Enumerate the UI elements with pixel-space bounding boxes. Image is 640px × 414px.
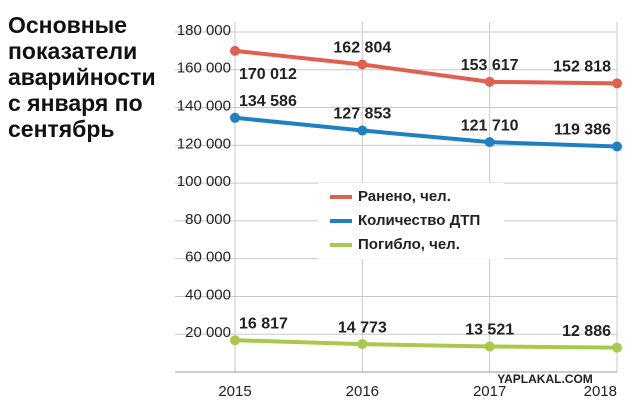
value-label: 14 773 [338,319,387,336]
point [357,59,368,70]
point [612,342,622,353]
value-label: 119 386 [554,122,611,139]
value-label: 170 012 [239,66,297,83]
y-tick-label: 40 000 [185,286,231,303]
series-line [234,48,618,86]
value-label: 12 886 [562,323,611,340]
point [230,45,240,56]
x-tick-label: 2017 [473,383,506,400]
x-tick-label: 2015 [218,383,251,400]
value-label: 134 586 [239,93,297,110]
x-tick-label: 2018 [584,383,617,400]
point [357,125,368,136]
value-label: 121 710 [461,117,519,134]
value-label: 127 853 [333,106,391,123]
point [484,341,495,352]
legend-label: Погибло, чел. [358,236,460,253]
legend-label: Количество ДТП [358,212,480,229]
legend-label: Ранено, чел. [358,188,451,205]
series-line [234,338,618,350]
x-tick-label: 2016 [346,383,379,400]
value-label: 162 804 [333,40,391,57]
y-tick-label: 160 000 [177,60,231,77]
y-tick-label: 80 000 [185,211,231,228]
y-tick-label: 180 000 [177,22,231,39]
watermark: YAPLAKAL.COM [497,372,593,386]
y-tick-label: 120 000 [177,135,231,152]
point [230,112,240,123]
y-tick-label: 60 000 [185,249,231,266]
point [612,141,622,152]
value-label: 16 817 [239,315,288,332]
value-label: 13 521 [465,322,514,339]
point [484,76,495,87]
value-label: 152 818 [553,59,611,76]
chart-title: Основные показатели аварийности с января… [8,12,156,142]
point [230,335,240,346]
series-line [234,115,618,149]
point [612,78,622,89]
point [484,137,495,148]
point [357,339,368,350]
y-tick-label: 140 000 [177,98,231,115]
y-tick-label: 20 000 [185,324,231,341]
y-tick-label: 100 000 [177,173,231,190]
value-label: 153 617 [461,57,519,74]
